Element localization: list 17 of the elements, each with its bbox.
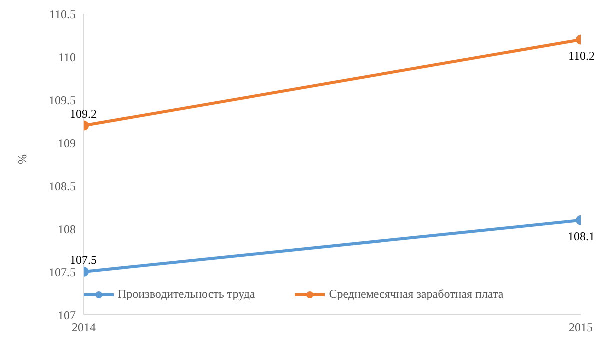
y-tick-label: 110 xyxy=(58,50,76,64)
legend-label: Среднемесячная заработная плата xyxy=(329,287,504,302)
x-tick-label: 2015 xyxy=(569,320,593,335)
data-label: 108.1 xyxy=(568,229,595,244)
data-label: 109.2 xyxy=(70,106,97,121)
data-label: 107.5 xyxy=(70,253,97,267)
y-tick-label: 107.5 xyxy=(49,265,76,280)
y-tick-label: 107 xyxy=(58,308,76,322)
y-axis-title: % xyxy=(15,154,30,164)
legend-label: Производительность труда xyxy=(118,287,256,302)
y-tick-label: 108 xyxy=(58,222,76,236)
y-tick-label: 108.5 xyxy=(49,179,76,194)
data-label: 110.2 xyxy=(568,48,595,63)
y-tick-label: 110.5 xyxy=(49,7,76,22)
y-tick-label: 109.5 xyxy=(49,93,76,108)
y-tick-label: 109 xyxy=(58,136,76,150)
x-tick-label: 2014 xyxy=(72,320,96,335)
